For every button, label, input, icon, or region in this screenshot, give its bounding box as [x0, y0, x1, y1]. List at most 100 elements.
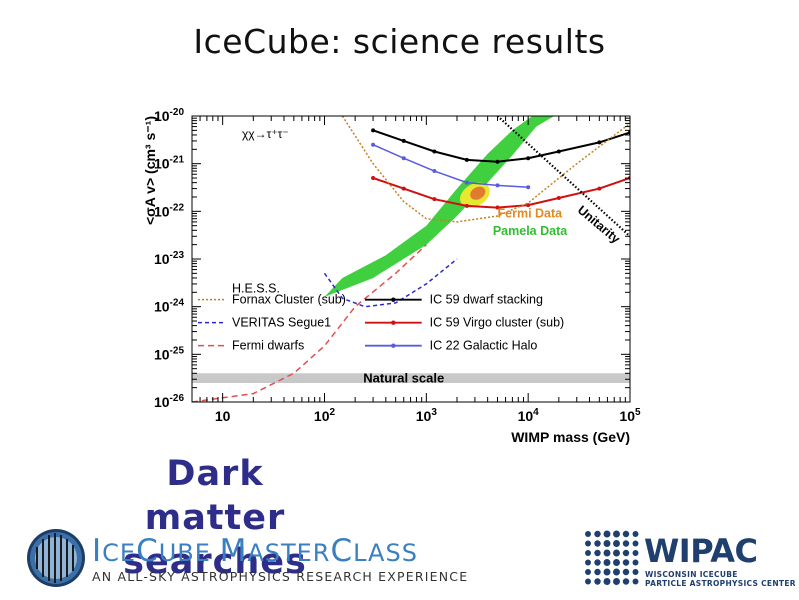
marker-ic59-virgo — [464, 203, 469, 208]
y-tick-label: 10-26 — [154, 393, 184, 410]
marker-ic59-virgo — [495, 205, 500, 210]
marker-ic59-virgo — [401, 186, 406, 191]
series-hess — [341, 116, 630, 223]
y-tick-label: 10-20 — [154, 107, 184, 124]
legend-left-entry: Fornax Cluster (sub) — [232, 293, 346, 307]
wipac-dot — [622, 578, 630, 585]
wipac-dot — [632, 540, 639, 547]
marker-ic59-dwarf — [526, 156, 531, 161]
wipac-dot — [594, 549, 601, 557]
wipac-dot — [632, 531, 639, 537]
wipac-dot — [603, 568, 611, 576]
caption-line-1: Dark — [166, 454, 264, 494]
wipac-dot — [632, 578, 639, 585]
y-tick-label: 10-25 — [154, 345, 184, 362]
channel-label: χχ→τ⁺τ⁻ — [242, 127, 289, 141]
series-fermi-dwarfs — [192, 244, 427, 402]
marker-ic22-halo — [401, 156, 406, 161]
wipac-dots-icon — [585, 530, 639, 585]
x-tick-label: 105 — [619, 407, 641, 424]
masterclass-subtitle: AN ALL-SKY ASTROPHYSICS RESEARCH EXPERIE… — [92, 569, 469, 584]
caption-line-3: searches — [123, 542, 307, 582]
caption-line-2: matter — [144, 498, 286, 538]
marker-ic22-halo — [464, 180, 469, 185]
wipac-dot — [585, 569, 591, 575]
wipac-dot — [613, 540, 620, 547]
wipac-dot — [594, 578, 601, 585]
series-ic59-virgo — [372, 177, 630, 209]
wipac-dot — [585, 578, 591, 585]
wipac-dot — [585, 550, 591, 556]
marker-ic22-halo — [432, 169, 437, 174]
legend-right-entry: IC 59 dwarf stacking — [430, 293, 543, 307]
wipac-dot — [622, 559, 630, 566]
wipac-dot — [632, 550, 639, 556]
wipac-dot — [603, 549, 611, 557]
series-ic22-halo — [372, 144, 529, 189]
wipac-dot — [594, 568, 601, 576]
wipac-dot — [603, 540, 611, 547]
wipac-logo: WIPAC Wisconsin IceCube Particle Astroph… — [582, 528, 796, 590]
x-tick-label: 10 — [215, 408, 231, 424]
icecube-globe-icon — [27, 529, 85, 587]
y-tick-label: 10-23 — [154, 250, 184, 267]
marker-ic59-dwarf — [597, 140, 602, 145]
x-tick-label: 102 — [314, 407, 336, 424]
wipac-dot — [585, 559, 591, 566]
legend-right-marker — [391, 320, 396, 325]
marker-ic59-dwarf — [371, 128, 376, 133]
legend-right-marker — [391, 343, 396, 348]
annotation-fermi-data: Fermi Data — [498, 206, 564, 220]
x-tick-label: 104 — [518, 407, 540, 424]
wipac-dot — [613, 559, 620, 566]
wipac-subtitle-1: Wisconsin IceCube — [645, 570, 738, 579]
slide-title: IceCube: science results — [193, 22, 606, 61]
wipac-dot — [622, 540, 630, 547]
legend-right-marker — [391, 297, 396, 302]
wipac-dot — [603, 530, 611, 538]
wipac-dot — [594, 559, 601, 566]
y-axis-label: <σA v> (cm³ s⁻¹) — [142, 116, 158, 225]
wipac-dot — [585, 540, 591, 547]
legend-right-entry: IC 22 Galactic Halo — [430, 339, 538, 353]
wipac-dot — [603, 559, 611, 566]
slide-caption: Dark matter searches — [120, 452, 310, 584]
wipac-dot — [622, 549, 630, 557]
series-veritas — [323, 258, 458, 308]
wipac-dot — [632, 559, 639, 566]
wipac-dot — [613, 549, 620, 557]
x-tick-label: 103 — [416, 407, 438, 424]
marker-ic59-dwarf — [432, 149, 437, 154]
marker-ic22-halo — [495, 183, 500, 188]
x-axis-label: WIMP mass (GeV) — [511, 429, 630, 445]
fermi-region-core — [470, 186, 486, 200]
marker-ic59-dwarf — [464, 157, 469, 162]
marker-ic59-virgo — [371, 176, 376, 181]
marker-ic59-virgo — [432, 197, 437, 202]
wipac-dot — [613, 568, 620, 576]
marker-ic59-virgo — [556, 196, 561, 201]
legend-left-entry: VERITAS Segue1 — [232, 316, 331, 330]
marker-ic59-dwarf — [495, 159, 500, 164]
masterclass-title: ICECUBE MASTERCLASS — [92, 533, 418, 569]
wipac-dot — [622, 530, 630, 538]
wipac-dot — [603, 578, 611, 585]
y-tick-label: 10-21 — [154, 155, 184, 172]
natural-scale-band — [192, 373, 630, 384]
icecube-masterclass-logo: ICECUBE MASTERCLASS AN ALL-SKY ASTROPHYS… — [25, 527, 515, 591]
wipac-dot — [613, 578, 620, 585]
legend-left-entry: H.E.S.S. — [232, 282, 280, 296]
annotation-pamela-data: Pamela Data — [493, 224, 568, 238]
marker-ic59-virgo — [597, 186, 602, 191]
wipac-dot — [622, 568, 630, 576]
marker-ic22-halo — [371, 142, 376, 147]
legend-left-entry: Fermi dwarfs — [232, 339, 304, 353]
wipac-dot — [594, 530, 601, 538]
wipac-dot — [613, 530, 620, 538]
wipac-dot — [632, 569, 639, 575]
y-tick-label: 10-24 — [154, 298, 184, 315]
legend-right-entry: IC 59 Virgo cluster (sub) — [430, 316, 565, 330]
wipac-subtitle-2: Particle Astrophysics Center — [645, 579, 796, 588]
